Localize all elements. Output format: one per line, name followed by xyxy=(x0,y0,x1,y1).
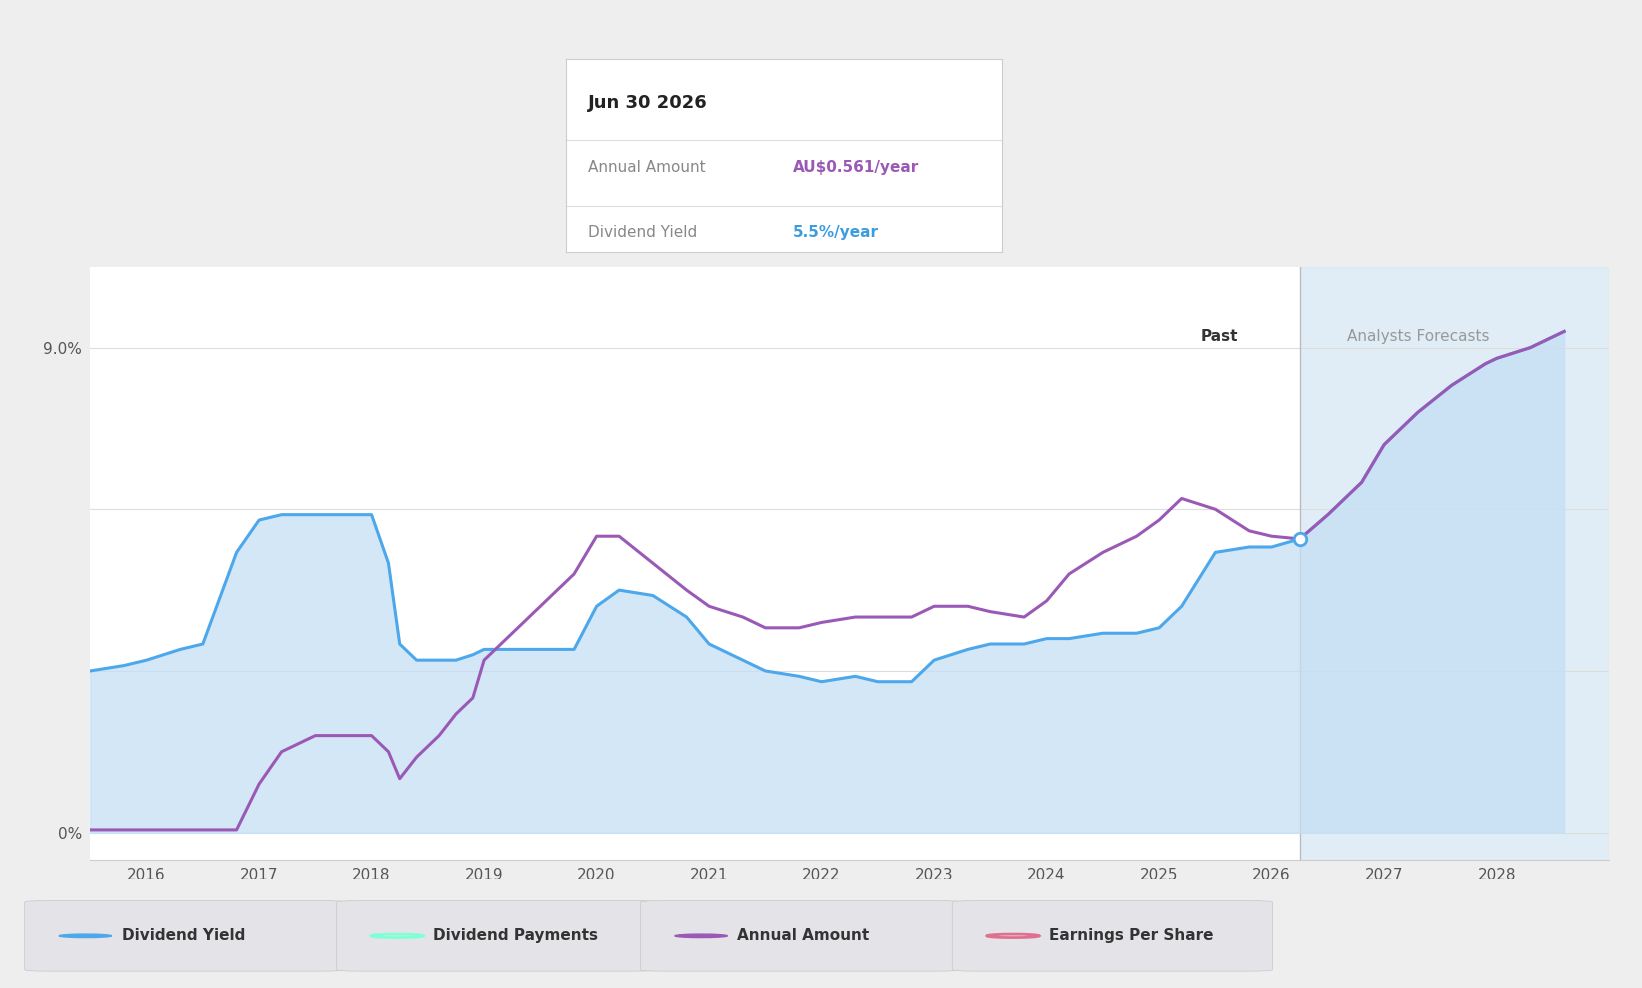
Circle shape xyxy=(675,934,727,938)
Text: AU$0.561/year: AU$0.561/year xyxy=(793,160,920,175)
FancyBboxPatch shape xyxy=(952,900,1273,971)
Text: Annual Amount: Annual Amount xyxy=(588,160,706,175)
FancyBboxPatch shape xyxy=(25,900,345,971)
Text: Jun 30 2026: Jun 30 2026 xyxy=(588,94,708,112)
Text: Dividend Yield: Dividend Yield xyxy=(122,929,245,944)
FancyBboxPatch shape xyxy=(640,900,961,971)
FancyBboxPatch shape xyxy=(337,900,657,971)
Bar xyxy=(1300,267,1609,860)
Text: Dividend Yield: Dividend Yield xyxy=(588,225,698,240)
Text: Past: Past xyxy=(1200,329,1238,345)
Circle shape xyxy=(59,934,112,938)
Text: 5.5%/year: 5.5%/year xyxy=(793,225,878,240)
Text: Dividend Payments: Dividend Payments xyxy=(433,929,598,944)
Text: Earnings Per Share: Earnings Per Share xyxy=(1049,929,1213,944)
Text: Analysts Forecasts: Analysts Forecasts xyxy=(1346,329,1489,345)
Text: Annual Amount: Annual Amount xyxy=(737,929,870,944)
